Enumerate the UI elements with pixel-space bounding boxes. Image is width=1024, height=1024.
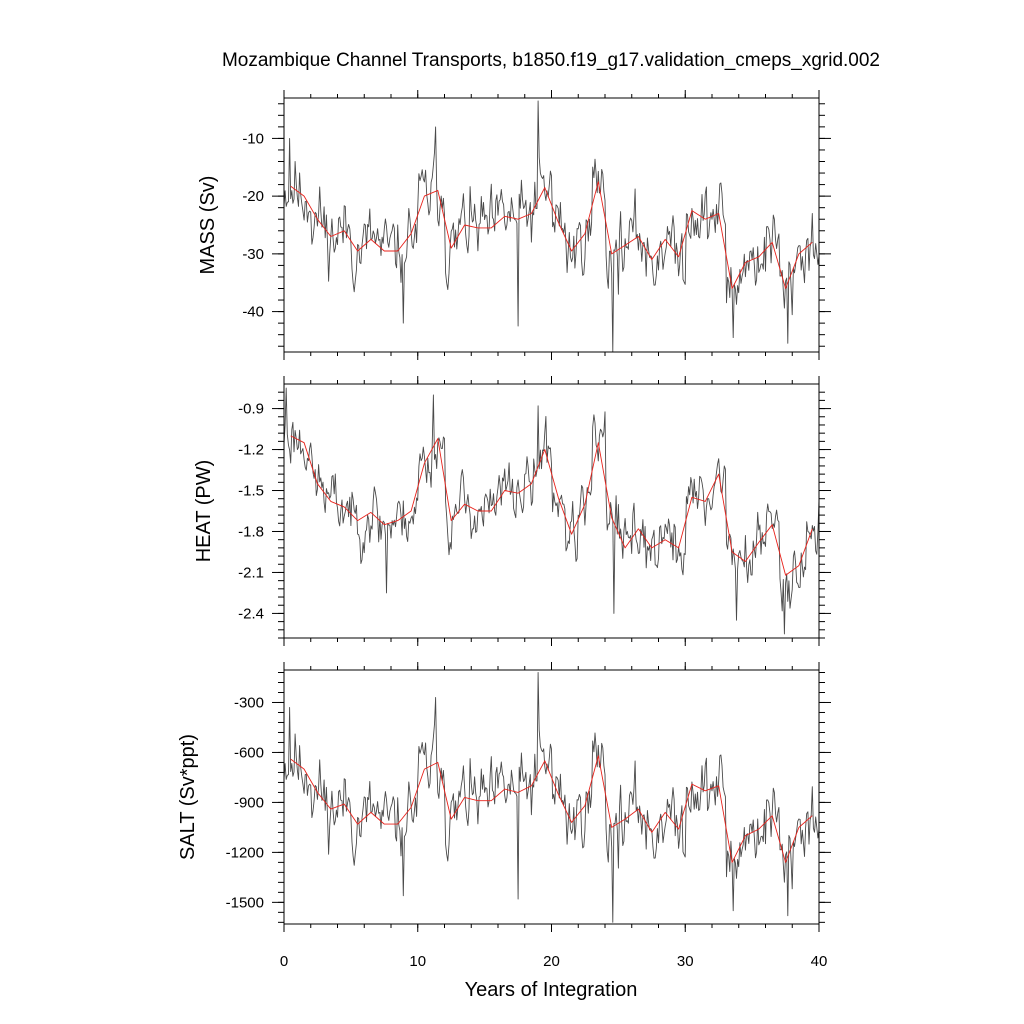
mass-annual-mean-line: [290, 181, 813, 289]
salt-y-axis-label: SALT (Sv*ppt): [177, 734, 199, 860]
salt-series: [283, 672, 820, 923]
mass-ytick-label: -20: [242, 188, 264, 205]
heat-series: [283, 387, 820, 635]
mass-ticks: -10 -20 -30 -40: [242, 90, 831, 360]
heat-ytick-label: -2.1: [238, 564, 264, 581]
mass-y-axis-label: MASS (Sv): [197, 176, 219, 275]
salt-annual-mean-line: [290, 755, 813, 863]
heat-plot-frame: [283, 383, 820, 639]
salt-ytick-label: -1500: [226, 894, 264, 911]
mass-ytick-label: -30: [242, 246, 264, 263]
x-axis: 0 10 20 30 40: [280, 953, 828, 970]
salt-monthly-line: [283, 672, 820, 923]
salt-ticks: -300 -600 -900 -1200 -1500: [226, 662, 831, 932]
heat-annual-mean-line: [290, 435, 813, 576]
heat-ytick-label: -1.2: [238, 442, 264, 459]
mass-panel: -10 -20 -30 -40 MASS (Sv): [197, 90, 831, 360]
salt-ytick-label: -600: [234, 744, 264, 761]
salt-panel: -300 -600 -900 -1200 -1500 SALT (Sv*ppt): [177, 662, 831, 932]
heat-ytick-label: -2.4: [238, 605, 264, 622]
x-tick-label: 30: [677, 953, 694, 970]
salt-plot-frame: [283, 669, 820, 925]
heat-ytick-label: -1.8: [238, 523, 264, 540]
heat-y-axis-label: HEAT (PW): [193, 460, 215, 563]
x-tick-label: 10: [409, 953, 426, 970]
salt-ytick-label: -1200: [226, 844, 264, 861]
heat-ticks: -0.9 -1.2 -1.5 -1.8 -2.1 -2.4: [238, 376, 831, 646]
mass-plot-frame: [283, 97, 820, 353]
mass-ytick-label: -10: [242, 130, 264, 147]
mass-ytick-label: -40: [242, 304, 264, 321]
chart-title: Mozambique Channel Transports, b1850.f19…: [222, 50, 880, 71]
heat-ytick-label: -1.5: [238, 483, 264, 500]
salt-ytick-label: -300: [234, 694, 264, 711]
x-tick-label: 20: [543, 953, 560, 970]
x-tick-label: 40: [811, 953, 828, 970]
heat-panel: -0.9 -1.2 -1.5 -1.8 -2.1 -2.4 HEAT (PW): [193, 376, 831, 646]
heat-monthly-line: [283, 387, 820, 635]
x-axis-label: Years of Integration: [465, 979, 638, 1001]
mass-series: [283, 100, 820, 353]
mass-monthly-line: [283, 100, 820, 353]
heat-ytick-label: -0.9: [238, 401, 264, 418]
salt-ytick-label: -900: [234, 794, 264, 811]
x-tick-label: 0: [280, 953, 288, 970]
